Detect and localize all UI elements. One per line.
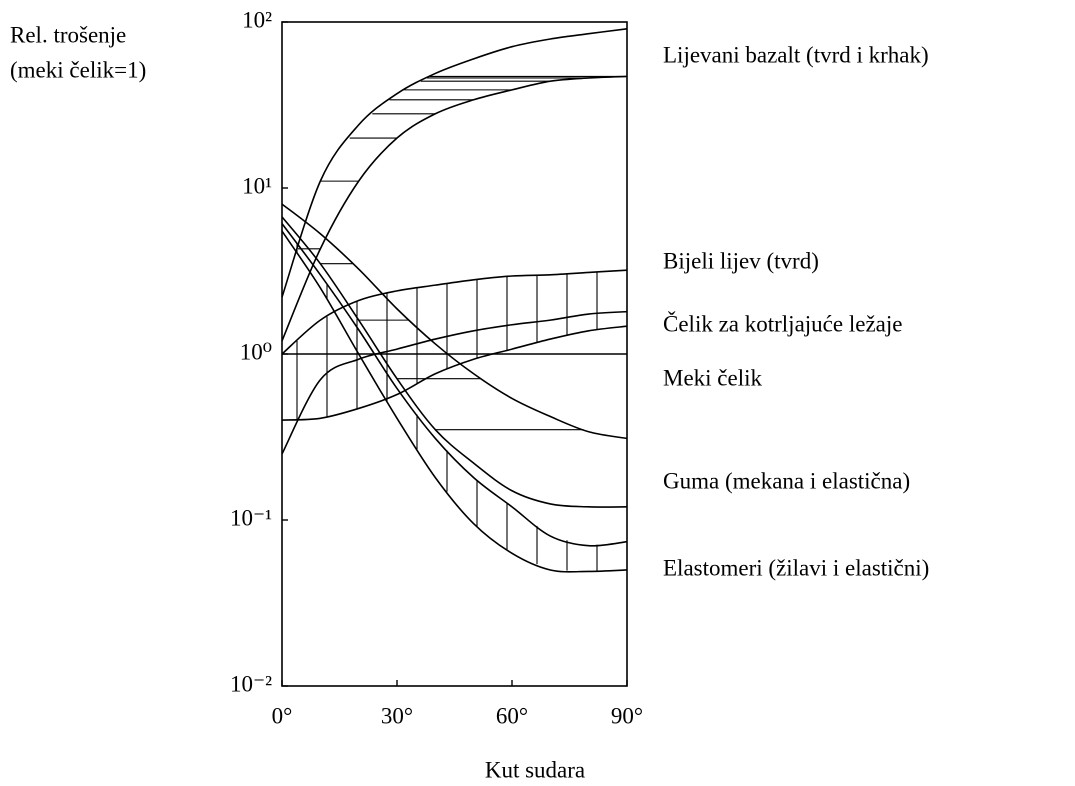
legend-label: Bijeli lijev (tvrd) <box>663 248 819 273</box>
x-tick-label: 60° <box>496 703 528 728</box>
y-tick-label: 10¹ <box>242 173 272 198</box>
legend-label: Čelik za kotrljajuće ležaje <box>663 310 902 336</box>
legend-label: Lijevani bazalt (tvrd i krhak) <box>663 42 929 67</box>
series-lower-line <box>281 75 628 342</box>
y-tick-label: 10⁻² <box>230 671 272 696</box>
x-tick-label: 30° <box>381 703 413 728</box>
y-tick-label: 10² <box>242 7 272 32</box>
series-lower-line <box>281 325 628 421</box>
y-tick-label: 10⁻¹ <box>230 505 272 530</box>
series-line <box>281 223 628 547</box>
legend-label: Meki čelik <box>663 365 762 390</box>
series-line <box>281 203 628 440</box>
legend-label: Guma (mekana i elastična) <box>663 468 910 493</box>
series-line <box>281 310 628 455</box>
x-axis-label: Kut sudara <box>485 757 585 782</box>
x-tick-label: 0° <box>272 703 293 728</box>
series-line <box>281 269 628 355</box>
series-line <box>281 28 628 298</box>
legend-label: Elastomeri (žilavi i elastični) <box>663 555 929 580</box>
y-axis-label: (meki čelik=1) <box>10 57 146 82</box>
y-tick-label: 10⁰ <box>240 339 272 364</box>
x-tick-label: 90° <box>611 703 643 728</box>
series-lower-line <box>281 230 628 573</box>
y-axis-label: Rel. trošenje <box>10 22 126 47</box>
series-lower-line <box>281 216 628 508</box>
